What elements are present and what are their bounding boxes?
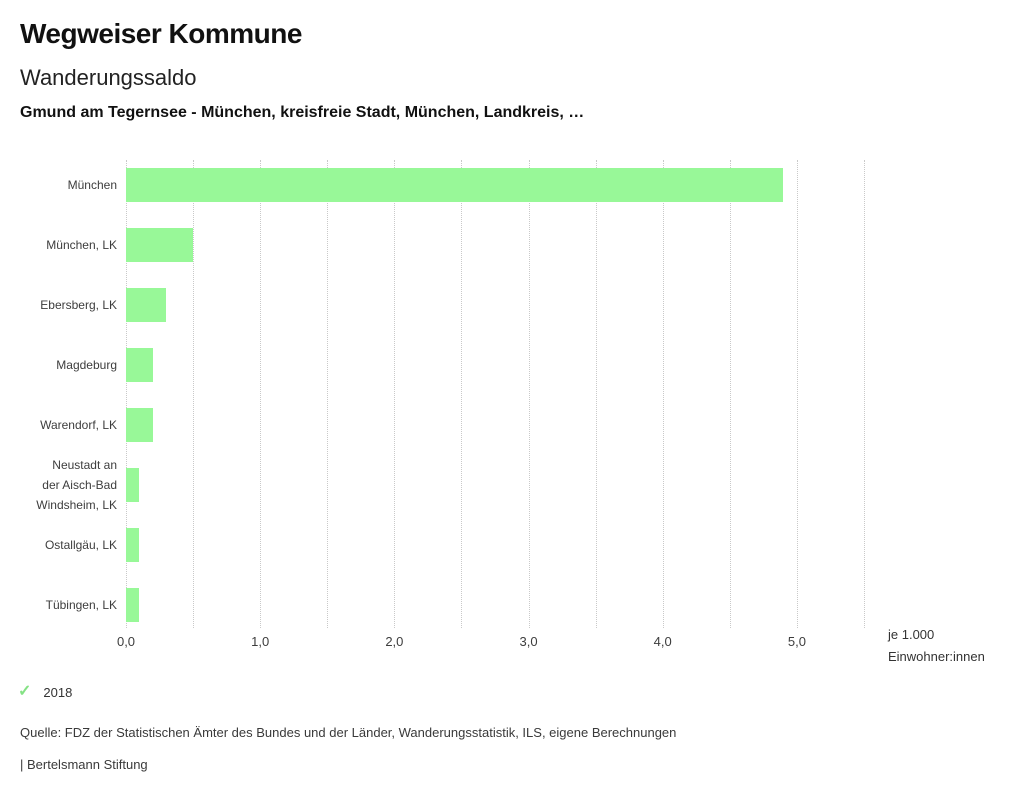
category-label: Ebersberg, LK [40,298,117,312]
category-label: Warendorf, LK [40,418,117,432]
category-axis-labels: München München, LK Ebersberg, LK Magdeburg… [0,160,117,628]
x-tick-label: 2,0 [385,634,404,649]
chart-subtitle-selection: Gmund am Tegernsee - München, kreisfreie… [20,104,585,121]
gridline [327,160,329,628]
legend-item-2018[interactable]: ✓ 2018 [18,684,72,700]
bar [126,468,140,502]
x-tick-label: 1,0 [251,634,270,649]
gridline [394,160,396,628]
gridline [260,160,262,628]
gridline [729,160,731,628]
gridline [126,160,127,628]
bar [126,288,167,322]
gridline [461,160,463,628]
x-tick-label: 3,0 [519,634,538,649]
chart-title: Wanderungssaldo [20,65,197,90]
x-tick-label: 4,0 [653,634,672,649]
category-label: Ostallgäu, LK [44,538,117,552]
category-label: Neustadt an der Aisch-Bad Windsheim, LK [36,458,117,512]
bar [126,528,140,562]
gridline [595,160,597,628]
source-note: Quelle: FDZ der Statistischen Ämter des … [20,725,677,740]
bar [126,168,784,202]
page-title: Wegweiser Kommune [20,18,302,49]
bar [126,348,153,382]
x-tick-label: 0,0 [116,634,136,649]
gridline [796,160,798,628]
bar [126,408,153,442]
gridline [662,160,664,628]
category-label: Tübingen, LK [45,598,117,612]
legend-year-label: 2018 [43,684,73,700]
x-tick-label: 5,0 [787,634,806,649]
bar [126,588,140,622]
gridline [864,160,865,628]
category-label: Magdeburg [56,358,117,372]
brand-note: | Bertelsmann Stiftung [20,757,148,772]
plot-area [126,160,865,628]
gridline [528,160,530,628]
check-icon: ✓ [18,683,32,700]
bar [126,228,194,262]
axis-unit-label: je 1.000 Einwohner:innen [888,627,985,664]
gridline [193,160,195,628]
category-label: München, LK [46,238,117,252]
x-axis-ticks: 0,0 1,0 2,0 3,0 4,0 5,0 [117,634,864,652]
category-label: München [67,178,117,192]
